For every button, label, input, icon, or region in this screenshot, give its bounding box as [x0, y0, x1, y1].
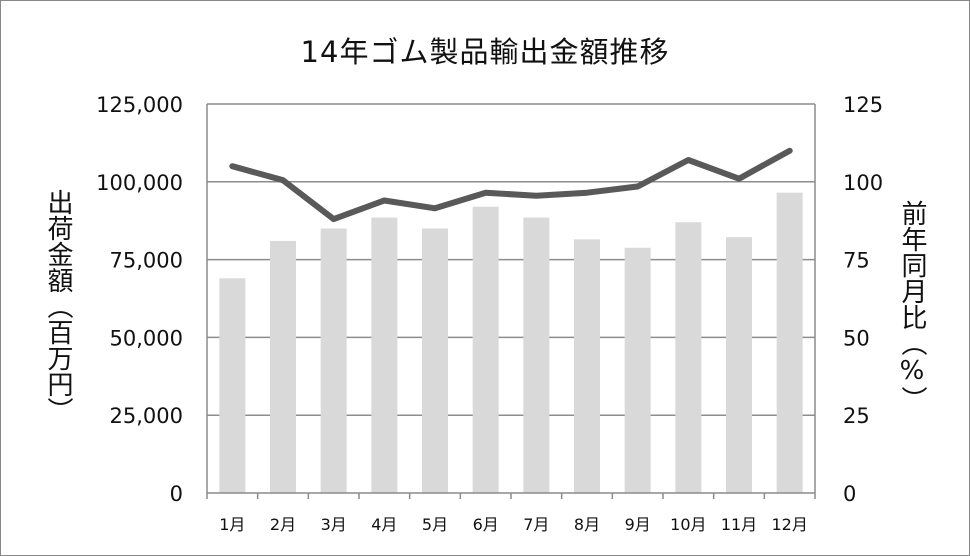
- x-tick-label: 10月: [670, 515, 706, 534]
- x-tick-label: 12月: [771, 515, 807, 534]
- bar: [523, 217, 550, 493]
- bar: [574, 239, 600, 493]
- x-tick-label: 7月: [523, 515, 549, 534]
- series-line: [229, 147, 793, 223]
- bar: [219, 278, 246, 493]
- bar: [320, 228, 347, 494]
- chart-title: 14年ゴム製品輸出金額推移: [300, 35, 670, 69]
- bar: [776, 192, 803, 493]
- y-tick-label-left: 75,000: [110, 249, 183, 273]
- x-tick-label: 6月: [473, 515, 499, 534]
- x-tick-label: 1月: [219, 515, 245, 534]
- x-tick-label: 3月: [321, 515, 347, 534]
- x-tick-label: 4月: [371, 515, 397, 534]
- y-tick-label-left: 125,000: [96, 93, 183, 117]
- bar: [675, 222, 702, 494]
- y-tick-label-left: 50,000: [110, 326, 183, 350]
- x-tick-label: 9月: [625, 515, 651, 534]
- x-tick-label: 2月: [270, 515, 296, 534]
- y-tick-label-right: 0: [843, 482, 856, 506]
- bar: [472, 206, 499, 494]
- y-tick-label-right: 100: [843, 171, 883, 195]
- y-tick-label-right: 25: [843, 404, 870, 428]
- y-tick-label-right: 75: [843, 249, 870, 273]
- bar: [624, 247, 651, 493]
- x-tick-label: 8月: [574, 515, 600, 534]
- y-axis-label-left: 出荷金額（百万円）: [43, 189, 73, 423]
- bar: [726, 237, 752, 493]
- y-tick-label-right: 125: [843, 93, 883, 117]
- bar: [371, 217, 398, 493]
- x-tick-label: 5月: [422, 515, 448, 534]
- y-tick-label-left: 100,000: [96, 171, 183, 195]
- y-tick-label-left: 25,000: [110, 404, 183, 428]
- bar: [422, 228, 448, 494]
- y-tick-label-right: 50: [843, 326, 870, 350]
- x-tick-label: 11月: [721, 515, 757, 534]
- bar: [270, 240, 296, 493]
- y-axis-label-right: 前年同月比（%）: [897, 200, 927, 412]
- y-tick-label-left: 0: [170, 482, 183, 506]
